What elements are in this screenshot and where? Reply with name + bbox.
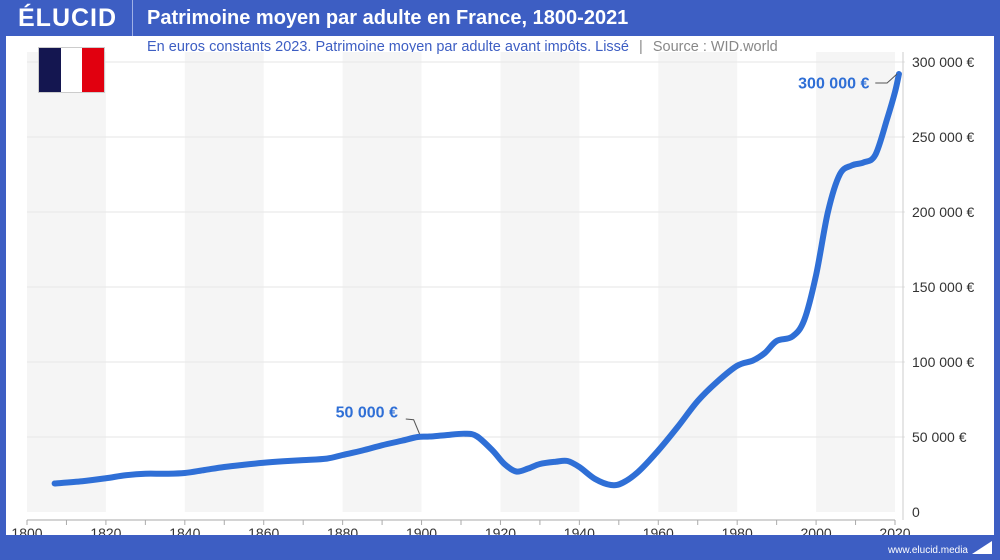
x-tick-label: 1920: [485, 525, 516, 535]
chart-title: Patrimoine moyen par adulte en France, 1…: [147, 7, 629, 29]
annotation-leader: [875, 73, 898, 84]
x-tick-label: 1880: [327, 525, 358, 535]
header-divider: [132, 0, 133, 36]
subtitle-text: En euros constants 2023. Patrimoine moye…: [147, 39, 629, 55]
y-tick-label: 100 000 €: [912, 354, 974, 370]
x-tick-label: 1900: [406, 525, 437, 535]
background-band: [816, 52, 895, 512]
annotation-label: 50 000 €: [336, 405, 398, 422]
header: ÉLUCID Patrimoine moyen par adulte en Fr…: [0, 0, 1000, 36]
flag-white-stripe: [60, 48, 83, 92]
x-tick-label: 1820: [90, 525, 121, 535]
background-band: [27, 52, 106, 512]
background-band: [500, 52, 580, 512]
y-tick-label: 0: [912, 504, 920, 520]
y-tick-label: 300 000 €: [912, 54, 974, 70]
y-tick-label: 200 000 €: [912, 204, 974, 220]
website-link[interactable]: www.elucid.media: [887, 545, 968, 556]
x-tick-label: 1960: [643, 525, 674, 535]
x-tick-label: 1840: [169, 525, 200, 535]
background-band: [342, 52, 422, 512]
x-tick-label: 2000: [801, 525, 832, 535]
flag-red-stripe: [82, 48, 105, 92]
line-chart: 0 50 000 € 100 000 € 150 000 € 200 000 € 250 …: [11, 52, 974, 535]
y-tick-label: 250 000 €: [912, 129, 974, 145]
x-tick-label: 2020: [879, 525, 910, 535]
elucid-corner-icon: [972, 541, 992, 554]
x-tick-label: 1860: [248, 525, 279, 535]
flag-blue-stripe: [39, 48, 61, 92]
elucid-logo: ÉLUCID: [18, 4, 118, 32]
source-text: Source : WID.world: [652, 39, 778, 55]
y-tick-label: 50 000 €: [912, 429, 967, 445]
background-band: [658, 52, 738, 512]
annotation-leader: [405, 418, 421, 435]
annotation-label: 300 000 €: [798, 75, 869, 92]
chart-subtitle: En euros constants 2023. Patrimoine moye…: [147, 39, 778, 55]
subtitle-separator: |: [639, 39, 643, 55]
y-tick-label: 150 000 €: [912, 279, 974, 295]
x-tick-label: 1940: [564, 525, 595, 535]
x-tick-label: 1800: [11, 525, 42, 535]
x-tick-label: 1980: [722, 525, 753, 535]
france-flag-icon: [39, 48, 105, 92]
wealth-series-line: [51, 71, 902, 489]
background-band: [184, 52, 264, 512]
